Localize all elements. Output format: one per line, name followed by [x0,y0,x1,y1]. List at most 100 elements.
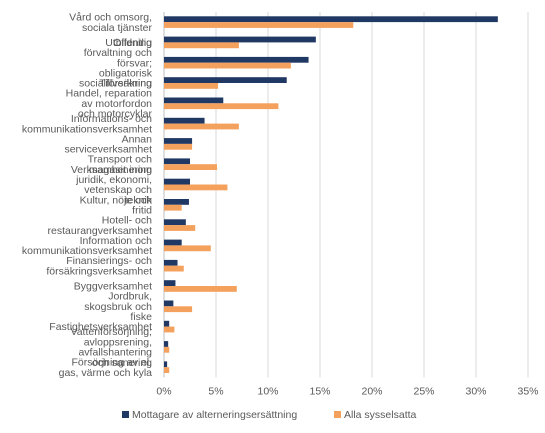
category-label-line: Transport och [88,154,153,166]
category-label-line: socialförsäkring [79,78,152,90]
bar-mottagare [164,320,170,327]
x-tick-label: 5% [208,385,223,397]
bar-alla-sysselsatta [164,367,170,373]
bar-alla-sysselsatta [164,83,219,89]
category-labels: Vård och omsorg, sociala tjänster Utbildni… [22,12,153,379]
category-label: Vård och omsorg, sociala tjänster [69,12,152,34]
bars [164,16,498,373]
bar-mottagare [164,259,178,266]
category-label: Hotell- och restaurangverksamhet [48,215,153,237]
category-label: Byggverksamhet [74,281,152,293]
category-label-line: Fastighetsverksamhet [49,321,152,333]
legend-swatch-alla-sysselsatta [334,411,341,418]
category-label-line: teknik [125,194,153,206]
x-tick-label: 20% [361,385,382,397]
bar-mottagare [164,361,168,368]
category-label-line: restaurangverksamhet [48,225,153,237]
category-label-line: kommunikationsverksamhet [22,123,152,135]
bar-mottagare [164,199,189,205]
category-label-line: sociala tjänster [82,22,153,34]
bar-mottagare [164,16,498,23]
category-label-line: avfallshantering [78,347,152,359]
category-label: Vattenförsörjning; avloppsrening, avfallsh… [70,326,152,369]
bar-mottagare [164,117,205,124]
bar-alla-sysselsatta [164,42,239,49]
category-label-line: Byggverksamhet [74,281,152,293]
bar-mottagare [164,280,176,286]
category-label: Transport och magasinering [88,154,153,176]
bar-alla-sysselsatta [164,103,279,110]
bar-mottagare [164,138,193,144]
x-tick-label: 15% [309,385,330,397]
category-label: Informations- och kommunikationsverksamhe… [22,113,152,135]
x-tick-label: 35% [517,385,538,397]
category-label: Fastighetsverksamhet [49,321,152,333]
category-label-line: skogsbruk och [84,301,152,313]
category-label-line: juridik, ekonomi, [75,174,152,186]
legend-swatch-mottagare [122,411,129,418]
category-label: Tillverkning [99,78,152,90]
x-tick-label: 25% [413,385,434,397]
bar-alla-sysselsatta [164,286,237,292]
bar-mottagare [164,36,316,43]
category-label-line: avloppsrening, [84,336,152,348]
bar-alla-sysselsatta [164,22,354,28]
category-label-line: kommunikationsverksamhet [22,245,152,257]
bar-mottagare [164,158,190,165]
category-label: Finansierings- och försäkringsverksamhet [46,255,152,277]
category-label-line: Offentlig [113,37,152,49]
category-label: Utbildning [105,37,152,49]
x-tick-labels: 0% 5% 10% 15% 20% 25% 30% 35% [156,385,538,397]
x-tick-label: 10% [257,385,278,397]
category-label-line: fiske [130,311,152,323]
bar-mottagare [164,178,190,185]
bar-mottagare [164,97,224,104]
bar-alla-sysselsatta [164,62,291,69]
bar-alla-sysselsatta [164,225,196,231]
category-label-line: gas, värme och kyla [59,367,153,379]
category-label-line: Informations- och [71,113,152,125]
category-label-line: Annan [122,133,153,145]
category-label-line: Försörjning av el, [71,357,152,369]
bar-alla-sysselsatta [164,306,193,313]
category-label-line: Vård och omsorg, [69,12,152,24]
x-tick-label: 0% [156,385,171,397]
bar-alla-sysselsatta [164,326,175,333]
bar-mottagare [164,300,174,307]
bar-alla-sysselsatta [164,143,193,150]
category-label-line: Tillverkning [99,78,152,90]
category-label-line: försäkringsverksamhet [46,265,152,277]
category-label: Jordbruk, skogsbruk och fiske [84,291,152,323]
category-label-line: försvar; [117,57,152,69]
bar-mottagare [164,239,182,246]
category-label-line: Handel, reparation [66,88,153,100]
category-label: Handel, reparation av motorfordon och moto… [66,88,153,120]
legend-label-alla-sysselsatta: Alla sysselsatta [344,409,417,421]
bar-alla-sysselsatta [164,265,184,272]
bar-mottagare [164,77,287,83]
category-label-line: och motorcyklar [78,108,153,120]
bar-mottagare [164,56,309,63]
category-label: Offentlig förvaltning och försvar; obligato… [79,37,153,90]
bar-alla-sysselsatta [164,346,170,353]
category-label-line: förvaltning och [84,47,152,59]
bar-alla-sysselsatta [164,184,228,191]
category-label: Försörjning av el, gas, värme och kyla [59,357,153,379]
x-tick-label: 30% [465,385,486,397]
category-label-line: Kultur, nöje och [80,194,153,206]
legend-label-mottagare: Mottagare av alterneringsersättning [132,409,297,421]
bar-mottagare [164,219,186,226]
category-label-line: fritid [132,204,152,216]
category-label-line: och sanering [92,357,152,369]
category-label-line: Jordbruk, [108,291,152,303]
bar-alla-sysselsatta [164,245,211,252]
category-label: Kultur, nöje och fritid [80,194,153,216]
category-label: Annan serviceverksamhet [64,133,152,155]
bar-alla-sysselsatta [164,204,182,211]
category-label-line: Vattenförsörjning; [70,326,152,338]
category-label-line: magasinering [89,164,152,176]
category-label-line: obligatorisk [99,67,153,79]
legend: Mottagare av alterneringsersättning Alla… [122,409,417,421]
category-label-line: Verksamhet inom [71,164,152,176]
